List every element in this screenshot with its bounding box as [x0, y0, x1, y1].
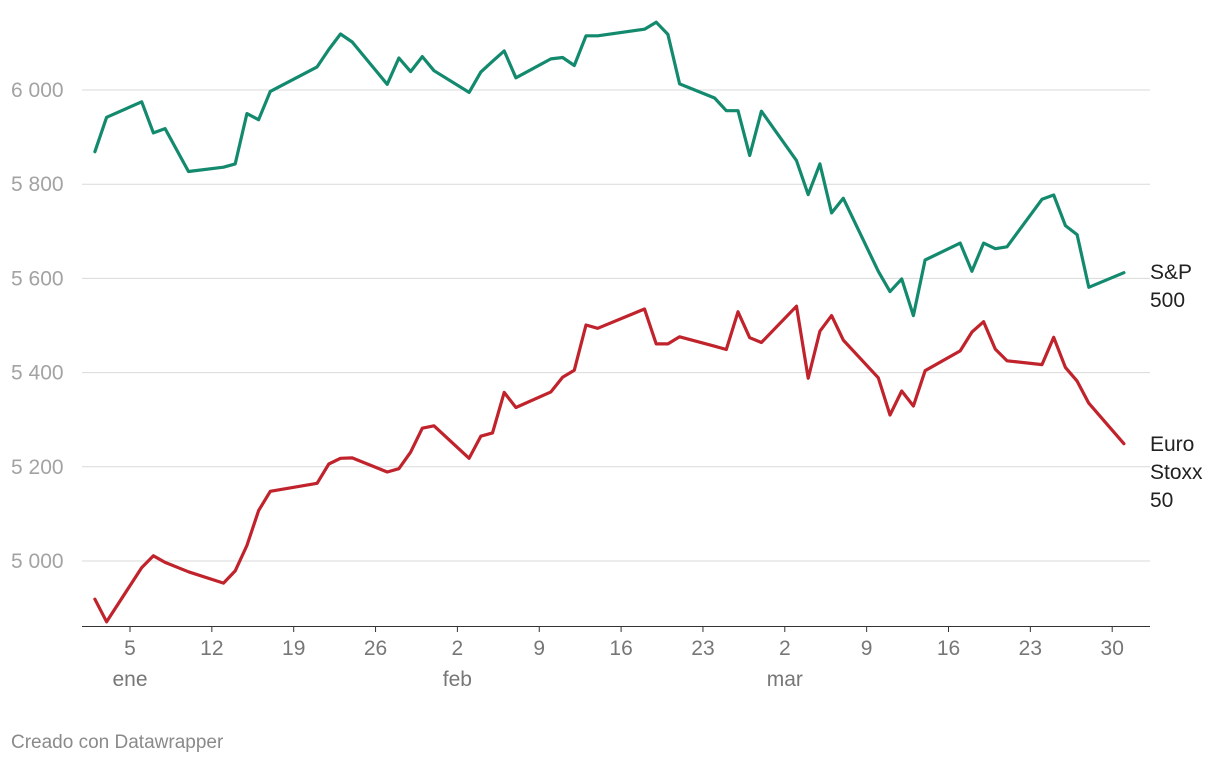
- x-tick-label: 23: [1019, 637, 1042, 660]
- gridlines: [82, 89, 1150, 562]
- x-tick-label: 12: [200, 637, 223, 660]
- x-tick-label: 2: [779, 637, 791, 660]
- series-label-line: 500: [1150, 289, 1185, 312]
- x-tick-label: 9: [533, 637, 545, 660]
- y-tick-label: 6 000: [11, 79, 64, 102]
- x-tick-label: 9: [861, 637, 873, 660]
- series-line-0: [93, 20, 1126, 318]
- x-tick-label: 5: [124, 637, 136, 660]
- y-tick-label: 5 200: [11, 456, 64, 479]
- series-label-1: Euro Stoxx 50: [1150, 433, 1203, 512]
- x-month-label: mar: [767, 668, 803, 691]
- y-tick-label: 5 800: [11, 173, 64, 196]
- series-label-line: 50: [1150, 489, 1173, 512]
- y-tick-label: 5 000: [11, 550, 64, 573]
- credit-text: Creado con Datawrapper: [11, 732, 224, 753]
- x-tick-label: 2: [452, 637, 464, 660]
- x-tick-label: 23: [691, 637, 714, 660]
- x-month-label: ene: [112, 668, 147, 691]
- series-lines: [93, 20, 1126, 624]
- x-tick-label: 26: [364, 637, 387, 660]
- series-line-1: [93, 304, 1126, 624]
- x-tick-label: 30: [1101, 637, 1124, 660]
- series-label-line: S&P: [1150, 261, 1192, 284]
- x-tick-label: 16: [609, 637, 632, 660]
- x-axis: 5 ene 12 19 26 2 feb 9 16 23 2 mar 9 16 23 30: [82, 626, 1150, 691]
- series-label-0: S&P 500: [1150, 261, 1192, 312]
- x-tick-label: 19: [282, 637, 305, 660]
- series-label-line: Euro: [1150, 433, 1194, 456]
- series-labels: S&P 500 Euro Stoxx 50: [1150, 261, 1203, 512]
- y-axis: 5 000 5 200 5 400 5 600 5 800 6 000: [11, 79, 64, 573]
- y-tick-label: 5 600: [11, 267, 64, 290]
- x-tick-label: 16: [937, 637, 960, 660]
- series-label-line: Stoxx: [1150, 461, 1203, 484]
- x-month-label: feb: [443, 668, 472, 691]
- y-tick-label: 5 400: [11, 362, 64, 385]
